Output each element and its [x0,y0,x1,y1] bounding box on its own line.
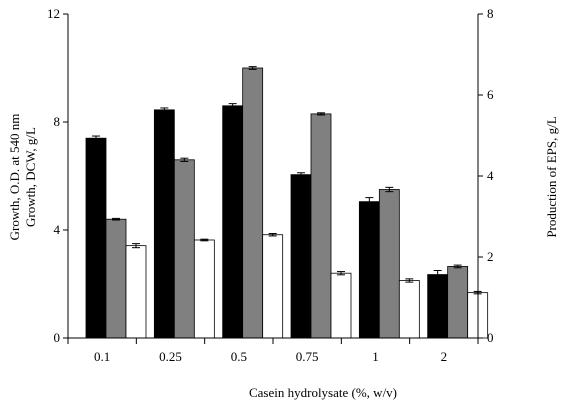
error-bar [92,135,100,141]
bar [290,174,312,339]
bar [378,189,400,339]
bars-group [85,66,489,339]
error-bar [337,271,345,276]
error-bar [160,107,169,113]
bar [447,266,469,339]
error-bar [112,217,120,221]
right-y-tick-label: 6 [487,87,494,102]
bar [222,105,244,339]
x-tick-label: 0.25 [159,349,182,364]
bar [398,280,420,339]
x-tick-label: 2 [441,349,448,364]
left-y-axis-title-line2: Growth, DCW, g/L [23,127,38,227]
right-y-axis-title: Production of EPS, g/L [544,116,559,237]
right-y-tick-label: 0 [487,330,494,345]
bar [105,218,127,339]
bar [427,274,449,339]
bar [330,272,352,339]
bar [310,113,332,339]
error-bar [180,157,189,162]
error-bar [200,238,209,242]
error-bar [132,243,140,249]
bar [262,234,284,339]
right-y-tick-label: 2 [487,249,494,264]
x-ticks: 0.1 0.25 0.5 0.75 1 2 [67,338,479,364]
bar [153,109,175,339]
left-y-tick-label: 4 [54,222,61,237]
x-tick-label: 0.75 [296,349,319,364]
error-bar [228,103,237,109]
left-y-tick-label: 8 [54,114,61,129]
x-tick-label: 1 [372,349,379,364]
error-bar [365,197,374,207]
bar [193,239,215,339]
bar [358,201,380,339]
bar [242,67,264,339]
left-y-axis-title-line1: Growth, O.D. at 540 nm [7,114,22,241]
error-bar [453,264,462,269]
right-y-ticks: 0 2 4 6 8 [478,6,494,345]
left-y-ticks: 0 4 8 12 [47,6,68,345]
x-tick-label: 0.1 [94,349,110,364]
error-bar [385,186,394,193]
left-y-tick-label: 0 [54,330,61,345]
bar [173,159,195,339]
right-y-tick-label: 8 [487,6,494,21]
error-bar [317,112,325,116]
bar [125,245,147,339]
error-bar [248,66,257,70]
x-axis-title: Casein hydrolysate (%, w/v) [249,385,397,400]
error-bar [405,278,414,283]
error-bar [297,172,305,178]
right-y-tick-label: 4 [487,168,494,183]
error-bar [433,270,442,280]
error-bar [268,233,277,237]
bar [85,137,107,339]
x-tick-label: 0.5 [231,349,247,364]
left-y-tick-label: 12 [47,6,60,21]
